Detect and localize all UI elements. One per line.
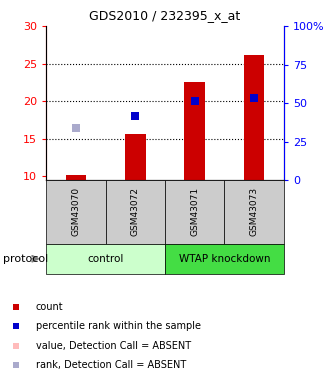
- Text: GSM43072: GSM43072: [131, 188, 140, 236]
- Text: percentile rank within the sample: percentile rank within the sample: [36, 321, 201, 331]
- Text: control: control: [87, 254, 124, 264]
- Bar: [106, 180, 165, 244]
- Bar: [125, 134, 146, 180]
- Text: GSM43073: GSM43073: [249, 188, 259, 237]
- Bar: [46, 180, 106, 244]
- Text: protocol: protocol: [3, 254, 49, 264]
- Bar: [224, 180, 284, 244]
- Text: GDS2010 / 232395_x_at: GDS2010 / 232395_x_at: [89, 9, 241, 22]
- Bar: [244, 56, 265, 180]
- Bar: [165, 180, 224, 244]
- Text: GSM43071: GSM43071: [190, 188, 199, 237]
- Text: WTAP knockdown: WTAP knockdown: [179, 254, 270, 264]
- Bar: [184, 82, 205, 180]
- Bar: [66, 175, 86, 180]
- Bar: [46, 244, 165, 274]
- Text: rank, Detection Call = ABSENT: rank, Detection Call = ABSENT: [36, 360, 186, 370]
- Text: GSM43070: GSM43070: [71, 188, 81, 237]
- Text: count: count: [36, 302, 63, 312]
- Text: value, Detection Call = ABSENT: value, Detection Call = ABSENT: [36, 340, 191, 351]
- Bar: [165, 244, 284, 274]
